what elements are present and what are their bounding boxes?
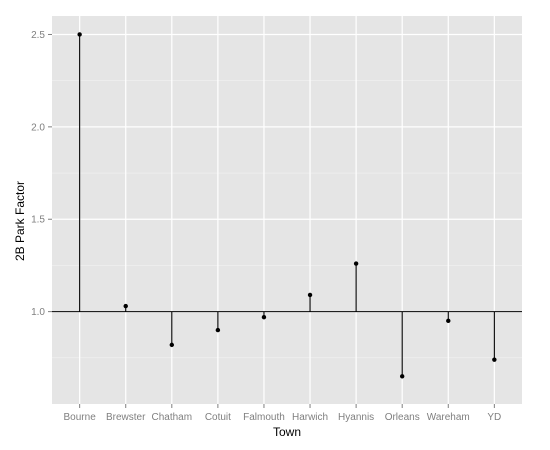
y-tick-label: 1.0 [31, 307, 45, 318]
x-tick-label: Brewster [106, 412, 146, 423]
plot-panel [52, 16, 522, 404]
point-falmouth [261, 314, 267, 320]
x-axis-title: Town [273, 425, 301, 439]
major-gridlines [52, 16, 522, 404]
point-bourne [77, 32, 82, 37]
point-harwich [307, 292, 313, 298]
point-brewster [123, 303, 128, 309]
data-points [77, 32, 497, 379]
point-wareham [446, 318, 451, 324]
x-tick-label: Hyannis [338, 412, 374, 423]
x-tick-label: Wareham [427, 412, 470, 423]
point-cotuit [215, 327, 221, 333]
lollipop-stems [79, 34, 495, 377]
x-tick-label: Cotuit [205, 412, 231, 423]
x-axis-ticks: Bourne Brewster Chatham Cotuit Falmouth Harwi… [64, 404, 501, 423]
y-axis-title: 2B Park Factor [13, 181, 27, 261]
x-tick-label: Orleans [385, 412, 420, 423]
point-yd [492, 357, 497, 362]
y-tick-label: 2.5 [31, 30, 45, 41]
y-axis-ticks: 1.0 1.5 2.0 2.5 [31, 30, 52, 318]
x-tick-label: Bourne [64, 412, 97, 423]
point-hyannis [353, 261, 359, 266]
y-tick-label: 1.5 [31, 215, 45, 226]
x-tick-label: Harwich [292, 412, 328, 423]
x-tick-label: Chatham [152, 412, 193, 423]
x-tick-label: YD [487, 412, 501, 423]
y-tick-label: 2.0 [31, 122, 45, 133]
point-orleans [399, 374, 405, 379]
x-tick-label: Falmouth [243, 412, 285, 423]
point-chatham [169, 342, 175, 348]
minor-gridlines [52, 80, 522, 359]
